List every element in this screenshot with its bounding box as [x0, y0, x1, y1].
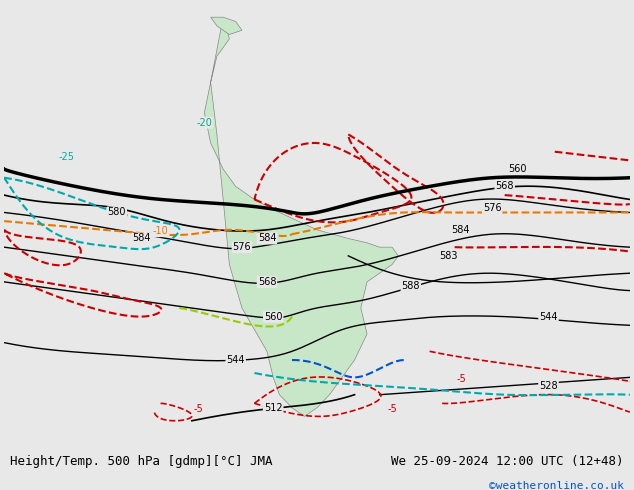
Text: -5: -5 — [387, 404, 397, 414]
Text: 588: 588 — [401, 281, 420, 291]
Text: 568: 568 — [257, 277, 276, 287]
Text: 576: 576 — [483, 203, 501, 213]
Text: 528: 528 — [539, 381, 558, 391]
Text: ©weatheronline.co.uk: ©weatheronline.co.uk — [489, 482, 624, 490]
Text: -25: -25 — [59, 152, 75, 162]
Text: 580: 580 — [108, 207, 126, 218]
Text: -10: -10 — [153, 226, 169, 236]
Text: 584: 584 — [257, 234, 276, 244]
Text: -5: -5 — [193, 404, 203, 414]
Text: -5: -5 — [456, 374, 466, 384]
Polygon shape — [204, 17, 398, 416]
Text: 576: 576 — [233, 242, 251, 252]
Text: 560: 560 — [264, 312, 283, 321]
Text: 568: 568 — [495, 181, 514, 192]
Polygon shape — [210, 17, 242, 34]
Text: 584: 584 — [133, 234, 151, 244]
Text: -20: -20 — [197, 118, 212, 128]
Text: 583: 583 — [439, 251, 458, 261]
Text: 560: 560 — [508, 164, 526, 174]
Text: We 25-09-2024 12:00 UTC (12+48): We 25-09-2024 12:00 UTC (12+48) — [391, 456, 624, 468]
Text: Height/Temp. 500 hPa [gdmp][°C] JMA: Height/Temp. 500 hPa [gdmp][°C] JMA — [10, 456, 273, 468]
Text: 584: 584 — [451, 225, 470, 235]
Text: 512: 512 — [264, 403, 283, 413]
Text: 544: 544 — [540, 312, 558, 321]
Text: 544: 544 — [226, 355, 245, 365]
